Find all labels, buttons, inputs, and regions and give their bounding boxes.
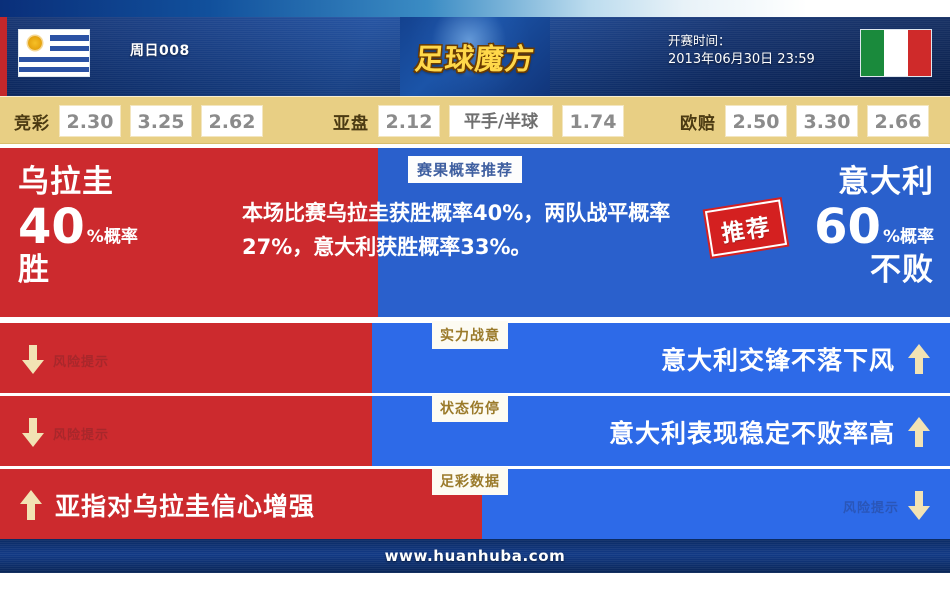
- row1-right-headline: 意大利交锋不落下风: [661, 341, 930, 377]
- band-home-side: [0, 148, 378, 317]
- home-team-probability-unit: %概率: [86, 227, 138, 247]
- probability-summary: 本场比赛乌拉圭获胜概率40%，两队战平概率27%，意大利获胜概率33%。: [242, 201, 671, 259]
- arrow-down-icon: [908, 491, 930, 521]
- odds-bar: 竞彩 2.30 3.25 2.62 亚盘 2.12 平手/半球 1.74 欧赔 …: [0, 96, 950, 144]
- row1-left-note-text: 风险提示: [53, 354, 110, 370]
- odds-label-jingcai: 竞彩: [14, 113, 50, 134]
- row2-left-panel: [0, 396, 372, 466]
- odds-group-jingcai: 竞彩 2.30 3.25 2.62: [14, 97, 272, 145]
- analysis-row: 实力战意 风险提示 意大利交锋不落下风: [0, 321, 950, 393]
- row2-left-note: 风险提示: [22, 418, 109, 448]
- footer-bar: www.huanhuba.com: [0, 539, 950, 573]
- away-team-verdict: 不败: [870, 252, 934, 288]
- analysis-row: 足彩数据 亚指对乌拉圭信心增强 风险提示: [0, 467, 950, 539]
- kickoff-value: 2013年06月30日 23:59: [668, 52, 815, 67]
- row3-right-note-text: 风险提示: [842, 500, 899, 516]
- home-team-block: 乌拉圭 40 %概率 胜: [18, 164, 138, 288]
- odds-yapan-away[interactable]: 1.74: [562, 105, 624, 137]
- home-team-verdict: 胜: [18, 252, 50, 288]
- kickoff-time: 开赛时间： 2013年06月30日 23:59: [668, 31, 815, 69]
- odds-jingcai-draw[interactable]: 3.25: [130, 105, 192, 137]
- row2-tag: 状态伤停: [432, 394, 508, 422]
- site-logo-text: 足球魔方: [413, 41, 537, 76]
- site-logo[interactable]: 足球魔方: [400, 17, 550, 96]
- odds-label-yapan: 亚盘: [333, 113, 369, 134]
- arrow-up-icon: [908, 344, 930, 374]
- row2-left-note-text: 风险提示: [53, 427, 110, 443]
- footer-url[interactable]: www.huanhuba.com: [384, 547, 566, 565]
- arrow-up-icon: [20, 490, 42, 520]
- header-left-accent: [0, 17, 7, 96]
- row1-right-headline-text: 意大利交锋不落下风: [660, 346, 895, 375]
- band-tag-label: 赛果概率推荐: [408, 156, 523, 183]
- home-team-name: 乌拉圭: [18, 164, 114, 200]
- uruguay-flag-icon: [18, 29, 90, 77]
- odds-yapan-home[interactable]: 2.12: [378, 105, 440, 137]
- bottom-padding: [0, 573, 950, 594]
- analysis-row: 状态伤停 风险提示 意大利表现稳定不败率高: [0, 394, 950, 466]
- odds-oupei-draw[interactable]: 3.30: [796, 105, 858, 137]
- kickoff-label: 开赛时间：: [668, 33, 731, 48]
- odds-group-yapan: 亚盘 2.12 平手/半球 1.74: [333, 97, 633, 145]
- arrow-down-icon: [22, 345, 44, 375]
- italy-flag-icon: [860, 29, 932, 77]
- away-team-block: 意大利 60 %概率 不败: [814, 164, 934, 288]
- top-gradient-strip: [0, 0, 950, 17]
- row3-tag: 足彩数据: [432, 467, 508, 495]
- row2-right-headline-text: 意大利表现稳定不败率高: [608, 419, 895, 448]
- row3-left-headline: 亚指对乌拉圭信心增强: [20, 487, 315, 523]
- row3-left-panel: [0, 469, 482, 539]
- row3-right-note: 风险提示: [843, 491, 930, 521]
- row1-left-note: 风险提示: [22, 345, 109, 375]
- odds-oupei-away[interactable]: 2.66: [867, 105, 929, 137]
- row2-right-headline: 意大利表现稳定不败率高: [609, 414, 930, 450]
- home-team-probability: 40: [18, 199, 85, 255]
- row1-tag: 实力战意: [432, 321, 508, 349]
- odds-oupei-home[interactable]: 2.50: [725, 105, 787, 137]
- probability-band: 乌拉圭 40 %概率 胜 意大利 60 %概率 不败: [0, 146, 950, 317]
- match-number: 周日008: [130, 43, 190, 59]
- arrow-down-icon: [22, 418, 44, 448]
- row1-left-panel: [0, 323, 372, 393]
- row3-left-headline-text: 亚指对乌拉圭信心增强: [55, 492, 316, 521]
- odds-label-oupei: 欧赔: [680, 113, 716, 134]
- odds-group-oupei: 欧赔 2.50 3.30 2.66: [680, 97, 938, 145]
- arrow-up-icon: [908, 417, 930, 447]
- odds-jingcai-home[interactable]: 2.30: [59, 105, 121, 137]
- odds-jingcai-away[interactable]: 2.62: [201, 105, 263, 137]
- away-team-probability-unit: %概率: [882, 227, 934, 247]
- row3-right-panel: [482, 469, 950, 539]
- away-team-name: 意大利: [838, 164, 934, 200]
- odds-yapan-handicap[interactable]: 平手/半球: [449, 105, 553, 137]
- away-team-probability: 60: [814, 199, 881, 255]
